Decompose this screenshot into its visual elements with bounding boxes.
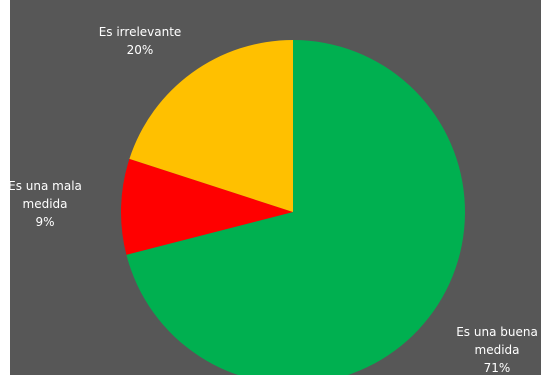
slice-label-1: Es una buena medida 71%: [456, 325, 538, 375]
slice-labels: Es una buena medida 71% Es una mala medida 9%…: [10, 25, 538, 375]
pie-slices: [121, 40, 466, 375]
pie-chart: Es una buena medida 71% Es una mala medida 9%…: [10, 25, 538, 375]
slice-label-line: medida: [475, 343, 520, 357]
slice-label-3: Es irrelevante 20%: [99, 25, 182, 57]
pie-slice-1: [126, 40, 466, 375]
slice-label-line: Es una buena: [456, 325, 538, 339]
slice-label-line: Es una mala: [10, 179, 82, 193]
pie-slice-3: [129, 40, 293, 212]
slice-percent: 9%: [35, 215, 54, 229]
slice-label-2: Es una mala medida 9%: [10, 179, 82, 229]
slice-percent: 71%: [484, 361, 511, 375]
slice-percent: 20%: [127, 43, 154, 57]
pie-slice-2: [121, 158, 293, 255]
slice-label-line: Es irrelevante: [99, 25, 182, 39]
chart-area: Es una buena medida 71% Es una mala medida 9%…: [10, 0, 541, 375]
slice-label-line: medida: [23, 197, 68, 211]
